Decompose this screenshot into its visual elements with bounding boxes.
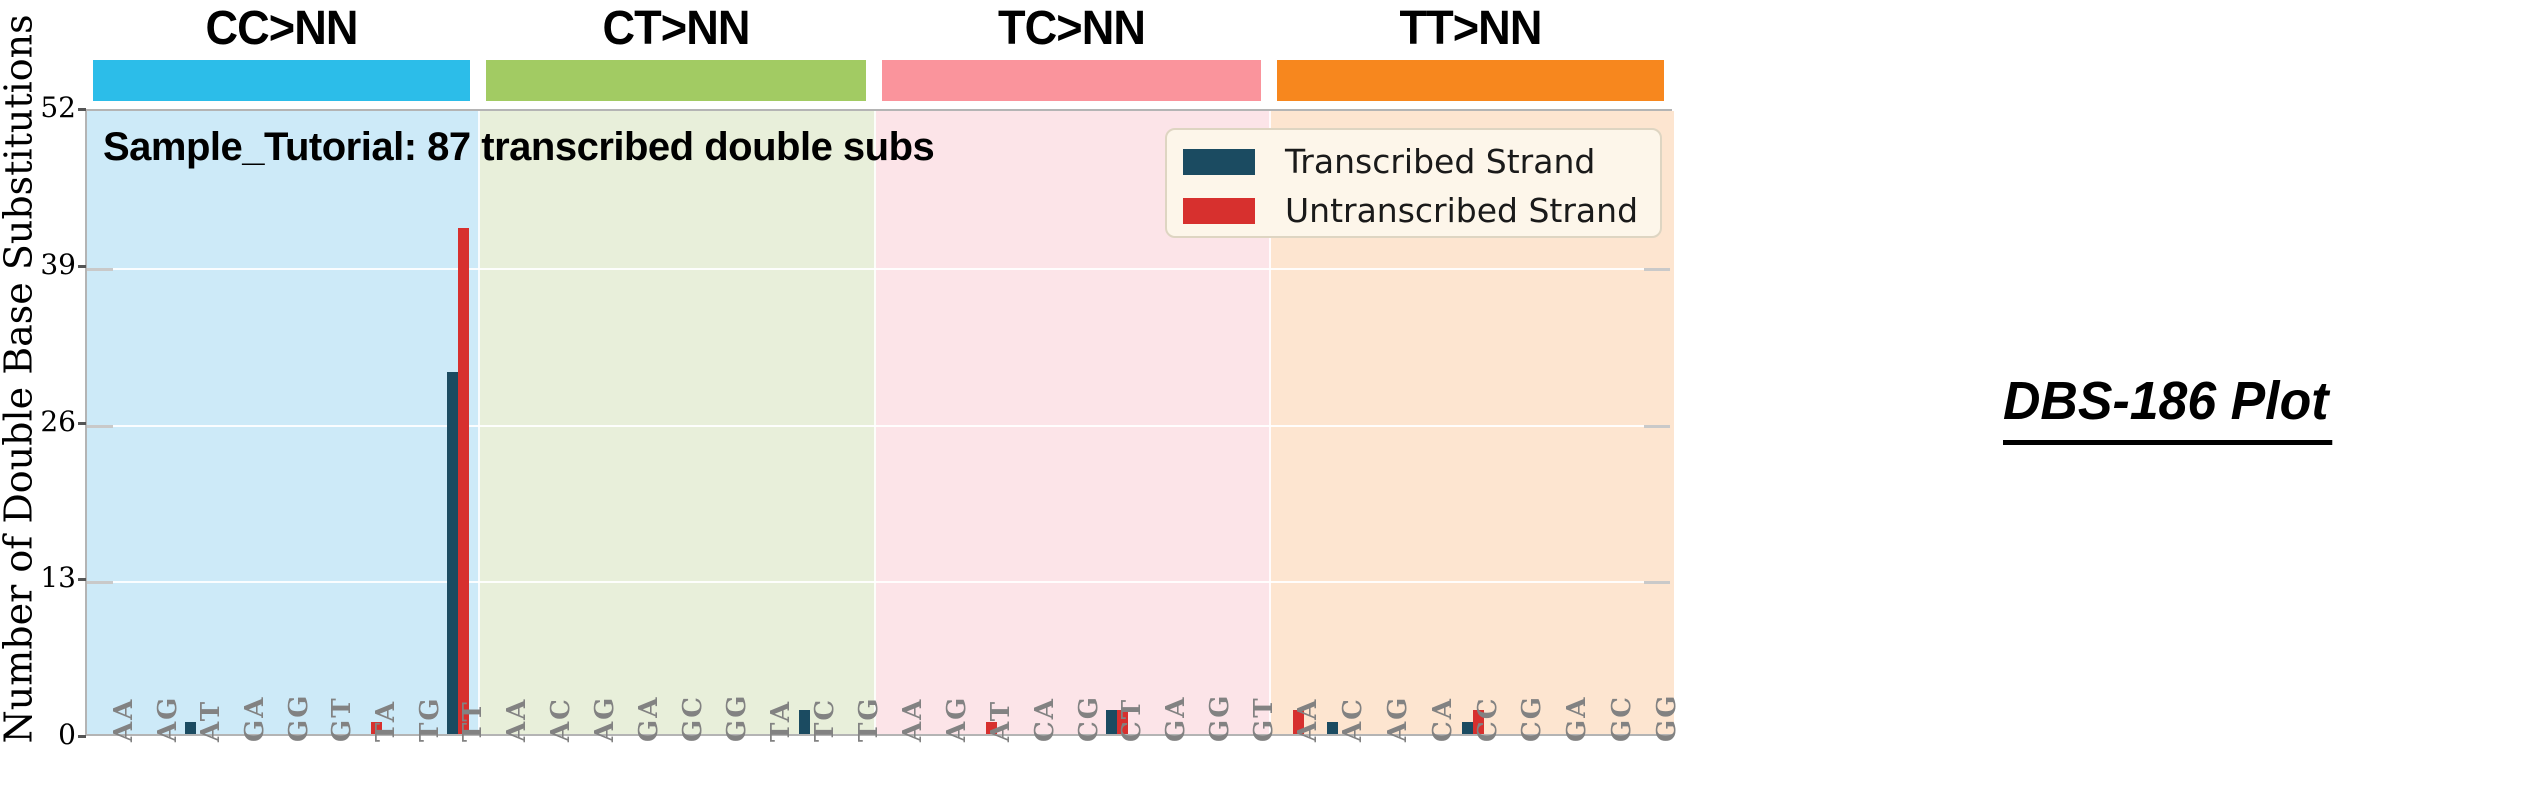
- xtick-label-TC-CG: CG: [1073, 695, 1104, 742]
- right-edge-tick-39: [1644, 267, 1670, 271]
- ytick-label-52: 52: [40, 91, 76, 125]
- group-header-label-3: TT>NN: [1399, 2, 1543, 55]
- group-header-label-1: CT>NN: [602, 2, 751, 55]
- xtick-label-CC-AA: AA: [108, 697, 139, 742]
- ytick-label-13: 13: [40, 561, 76, 595]
- xtick-label-CC-AT: AT: [196, 699, 227, 742]
- xtick-label-TC-CT: CT: [1117, 697, 1148, 742]
- right-edge-tick-26: [1644, 424, 1670, 428]
- ytick-mark-26: [78, 421, 86, 425]
- untranscribed-strand-swatch: [1183, 198, 1255, 224]
- group-header-label-2: TC>NN: [998, 2, 1146, 55]
- plot-area: Sample_Tutorial: 87 transcribed double s…: [85, 109, 1674, 736]
- xtick-label-TC-GA: GA: [1161, 695, 1192, 742]
- xtick-label-TC-GG: GG: [1205, 693, 1236, 742]
- gridline-13: [87, 581, 1670, 584]
- sample-title: Sample_Tutorial: 87 transcribed double s…: [103, 125, 935, 169]
- left-edge-tick-39: [87, 267, 113, 271]
- xtick-label-CC-TT: TT: [458, 700, 489, 742]
- xtick-label-TT-GG: GG: [1651, 693, 1682, 742]
- xtick-label-TC-AG: AG: [941, 695, 972, 742]
- group-header-bar-1: [486, 60, 866, 101]
- xtick-label-CC-GG: GG: [283, 693, 314, 742]
- left-edge-tick-26: [87, 424, 113, 428]
- ytick-mark-39: [78, 264, 86, 268]
- xtick-label-CT-GG: GG: [722, 693, 752, 742]
- xtick-label-CT-TC: TC: [810, 697, 840, 742]
- xtick-label-TC-GT: GT: [1249, 696, 1280, 742]
- bar-transcribed-TC-CT: [1106, 709, 1118, 734]
- bar-untranscribed-CC-TA: [370, 721, 382, 734]
- group-header-bar-2: [882, 60, 1261, 101]
- legend: Transcribed Strand Untranscribed Strand: [1165, 128, 1662, 238]
- left-edge-tick-13: [87, 581, 113, 585]
- group-header-label-0: CC>NN: [205, 2, 359, 55]
- xtick-label-CT-TG: TG: [854, 696, 884, 742]
- bar-untranscribed-CC-TT: [458, 227, 470, 734]
- bar-untranscribed-TC-AT: [985, 721, 997, 734]
- gridline-26: [87, 424, 1670, 427]
- xtick-label-CC-TG: TG: [414, 696, 445, 742]
- legend-label-untranscribed: Untranscribed Strand: [1285, 191, 1639, 230]
- background-section-1: [480, 111, 876, 734]
- xtick-label-TT-AA: AA: [1293, 697, 1324, 742]
- group-header-bar-3: [1277, 60, 1664, 101]
- bar-transcribed-CC-TT: [447, 372, 459, 734]
- xtick-label-TT-GC: GC: [1606, 695, 1637, 742]
- xtick-label-CT-AG: AG: [590, 695, 620, 742]
- bar-untranscribed-TT-AA: [1293, 709, 1305, 734]
- bar-untranscribed-TT-CC: [1472, 709, 1484, 734]
- ytick-mark-0: [78, 735, 86, 738]
- xtick-label-CC-GA: GA: [239, 695, 270, 742]
- bar-transcribed-CC-AT: [185, 721, 197, 734]
- bar-transcribed-TT-CC: [1461, 721, 1473, 734]
- xtick-label-TT-CA: CA: [1427, 697, 1458, 742]
- xtick-label-TT-CC: CC: [1472, 696, 1503, 742]
- group-header-bar-0: [93, 60, 470, 101]
- xtick-label-CC-AG: AG: [152, 695, 183, 742]
- xtick-label-TT-CG: CG: [1517, 695, 1548, 742]
- xtick-label-CT-GA: GA: [634, 695, 664, 742]
- ytick-mark-52: [78, 108, 86, 111]
- ytick-label-0: 0: [58, 718, 76, 752]
- xtick-label-TC-AT: AT: [985, 699, 1016, 742]
- legend-label-transcribed: Transcribed Strand: [1285, 142, 1596, 181]
- xtick-label-TT-GA: GA: [1562, 695, 1593, 742]
- xtick-label-CC-GT: GT: [327, 696, 358, 742]
- plot-type-annotation: DBS-186 Plot: [2003, 370, 2333, 445]
- legend-row-untranscribed: Untranscribed Strand: [1167, 186, 1660, 236]
- transcribed-strand-swatch: [1183, 149, 1255, 175]
- bar-transcribed-TT-AC: [1327, 721, 1339, 734]
- bar-transcribed-CT-TC: [799, 709, 810, 734]
- ytick-label-39: 39: [40, 247, 76, 281]
- legend-row-transcribed: Transcribed Strand: [1167, 137, 1660, 187]
- gridline-39: [87, 267, 1670, 270]
- xtick-label-CC-TA: TA: [370, 699, 401, 742]
- xtick-label-TC-AA: AA: [897, 697, 928, 742]
- xtick-label-TC-CA: CA: [1029, 697, 1060, 742]
- xtick-label-CT-AC: AC: [546, 697, 576, 742]
- bar-untranscribed-TC-CT: [1117, 709, 1129, 734]
- xtick-label-CT-GC: GC: [678, 695, 708, 742]
- ytick-label-26: 26: [40, 404, 76, 438]
- xtick-label-CT-AA: AA: [502, 697, 532, 742]
- xtick-label-TT-AC: AC: [1338, 697, 1369, 742]
- xtick-label-CT-TA: TA: [766, 699, 796, 742]
- background-section-0: [87, 111, 480, 734]
- right-edge-tick-13: [1644, 581, 1670, 585]
- ytick-mark-13: [78, 578, 86, 582]
- xtick-label-TT-AG: AG: [1382, 695, 1413, 742]
